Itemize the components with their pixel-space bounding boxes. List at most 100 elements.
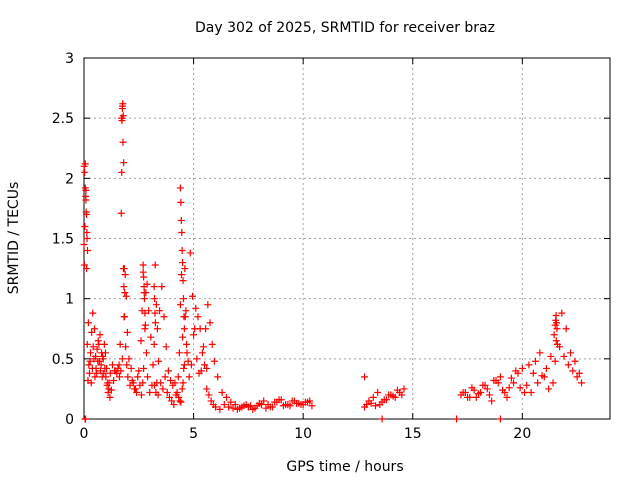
data-point bbox=[178, 228, 186, 236]
data-point bbox=[179, 379, 187, 387]
data-point bbox=[140, 364, 148, 372]
data-point bbox=[161, 373, 169, 381]
data-point bbox=[534, 379, 542, 387]
data-point bbox=[194, 313, 202, 321]
data-point bbox=[206, 319, 214, 327]
data-point bbox=[125, 355, 133, 363]
data-point bbox=[142, 289, 150, 297]
data-point bbox=[174, 373, 182, 381]
data-point bbox=[184, 357, 192, 365]
data-point bbox=[496, 373, 504, 381]
data-point bbox=[552, 337, 560, 345]
data-point bbox=[529, 369, 537, 377]
data-point bbox=[363, 401, 371, 409]
data-point bbox=[262, 404, 270, 412]
data-point bbox=[389, 392, 397, 400]
data-point bbox=[288, 397, 296, 405]
data-point bbox=[210, 357, 218, 365]
data-point bbox=[137, 391, 145, 399]
data-point bbox=[110, 376, 118, 384]
data-point bbox=[503, 393, 511, 401]
data-point bbox=[91, 325, 99, 333]
y-tick-label: 1 bbox=[65, 292, 74, 308]
data-point bbox=[516, 384, 524, 392]
data-point bbox=[107, 386, 115, 394]
data-point bbox=[208, 340, 216, 348]
data-point bbox=[140, 295, 148, 303]
data-point bbox=[171, 379, 179, 387]
data-point bbox=[361, 373, 369, 381]
data-point bbox=[150, 283, 158, 291]
data-point bbox=[293, 399, 301, 407]
data-point bbox=[146, 389, 154, 397]
x-tick-label: 5 bbox=[189, 426, 198, 442]
data-point bbox=[204, 301, 212, 309]
data-point bbox=[552, 312, 560, 320]
data-point bbox=[165, 393, 173, 401]
data-point bbox=[308, 402, 316, 410]
data-point bbox=[147, 333, 155, 341]
data-point bbox=[553, 325, 561, 333]
data-point bbox=[527, 389, 535, 397]
data-point bbox=[560, 352, 568, 360]
data-point bbox=[135, 367, 143, 375]
data-point bbox=[149, 361, 157, 369]
data-point bbox=[100, 340, 108, 348]
data-point bbox=[567, 349, 575, 357]
data-point bbox=[87, 379, 95, 387]
data-point bbox=[186, 249, 194, 257]
data-point bbox=[464, 393, 472, 401]
data-point bbox=[175, 393, 183, 401]
data-point bbox=[183, 349, 191, 357]
data-point bbox=[190, 331, 198, 339]
data-point bbox=[266, 403, 274, 411]
data-point bbox=[137, 337, 145, 345]
data-point bbox=[81, 222, 89, 230]
data-point bbox=[558, 309, 566, 317]
data-point bbox=[179, 333, 187, 341]
data-point bbox=[124, 373, 132, 381]
data-point bbox=[188, 292, 196, 300]
data-point bbox=[205, 391, 213, 399]
data-point bbox=[97, 361, 105, 369]
data-point bbox=[507, 374, 515, 382]
data-point bbox=[453, 415, 461, 423]
data-point bbox=[175, 349, 183, 357]
data-point bbox=[207, 397, 215, 405]
data-point bbox=[84, 247, 92, 255]
data-point bbox=[103, 364, 111, 372]
data-point bbox=[459, 389, 467, 397]
data-point bbox=[229, 404, 237, 412]
data-point bbox=[179, 259, 187, 267]
data-point bbox=[275, 396, 283, 404]
data-point bbox=[490, 376, 498, 384]
data-point bbox=[468, 384, 476, 392]
data-point bbox=[145, 307, 153, 315]
data-point bbox=[271, 398, 279, 406]
data-point bbox=[398, 391, 406, 399]
data-point bbox=[218, 389, 226, 397]
data-point bbox=[150, 340, 158, 348]
data-point bbox=[120, 265, 128, 273]
data-point bbox=[512, 367, 520, 375]
y-axis-label: SRMTID / TECUs bbox=[6, 182, 22, 295]
data-point bbox=[119, 138, 127, 146]
data-point bbox=[214, 373, 222, 381]
data-point bbox=[140, 273, 148, 281]
data-point bbox=[121, 289, 129, 297]
data-point bbox=[216, 405, 224, 413]
data-point bbox=[301, 398, 309, 406]
data-point bbox=[160, 313, 168, 321]
data-point bbox=[93, 345, 101, 353]
data-point bbox=[159, 385, 167, 393]
data-point bbox=[96, 331, 104, 339]
data-point bbox=[212, 403, 219, 411]
data-point bbox=[122, 292, 130, 300]
data-point bbox=[152, 301, 160, 309]
data-point bbox=[83, 228, 91, 236]
data-point bbox=[494, 379, 502, 387]
data-point bbox=[258, 401, 266, 409]
data-point bbox=[220, 401, 228, 409]
data-point bbox=[199, 343, 207, 351]
